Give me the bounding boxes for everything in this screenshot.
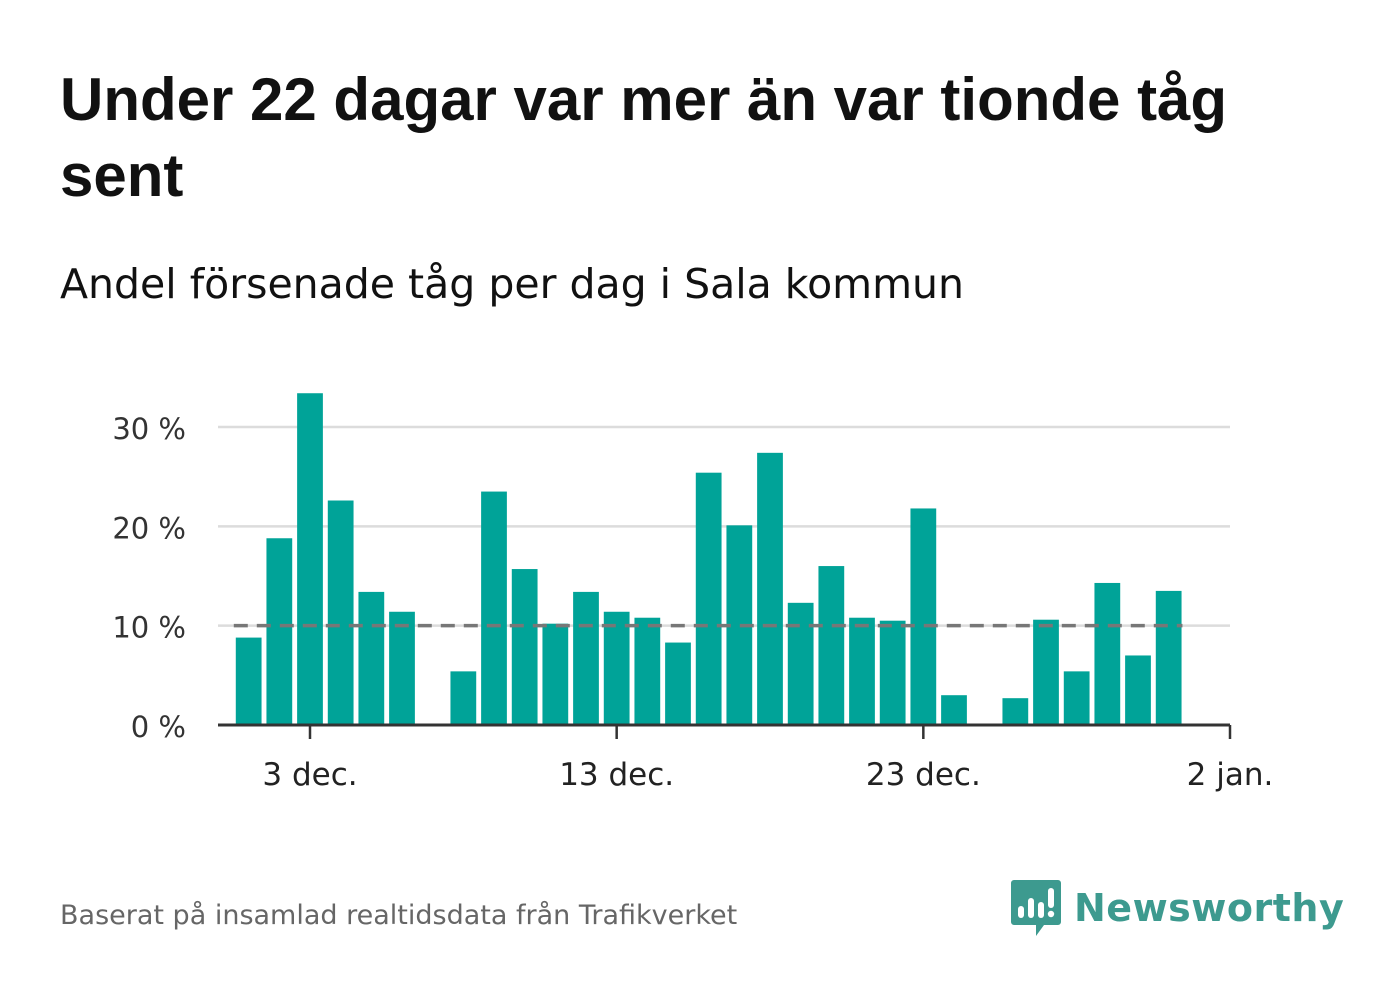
bar <box>573 591 599 725</box>
y-tick-label: 0 % <box>131 710 186 744</box>
x-tick-label: 13 dec. <box>559 757 674 793</box>
x-tick-label: 2 jan. <box>1187 757 1274 793</box>
bar <box>1094 582 1121 725</box>
bar <box>910 508 937 725</box>
y-tick-label: 10 % <box>112 611 186 645</box>
y-tick-label: 30 % <box>112 412 186 446</box>
bar <box>327 500 354 725</box>
bar <box>665 642 691 725</box>
bar <box>297 393 323 725</box>
bar <box>358 591 385 725</box>
bar <box>1155 590 1182 725</box>
axes: 0 % 10 % 20 % 30 % 3 dec. 13 dec. 23 dec. 2 jan… <box>112 412 1273 793</box>
bar <box>1063 671 1090 725</box>
y-tick-label: 20 % <box>112 511 186 545</box>
chart-subtitle: Andel försenade tåg per dag i Sala kommu… <box>60 260 965 308</box>
bar-chart: 0 % 10 % 20 % 30 % 3 dec. 13 dec. 23 dec. 2 jan… <box>112 393 1273 793</box>
bar <box>235 637 262 725</box>
x-tick-label: 23 dec. <box>866 757 981 793</box>
bar <box>787 602 814 725</box>
bar <box>879 620 906 725</box>
bar <box>941 695 967 725</box>
brand-logo: Newsworthy <box>1010 876 1344 940</box>
bar <box>542 623 569 725</box>
bar <box>450 671 477 725</box>
source-note: Baserat på insamlad realtidsdata från Tr… <box>60 900 738 931</box>
newsworthy-logo-icon <box>1011 880 1061 936</box>
bar <box>1033 619 1059 725</box>
bar <box>818 566 845 725</box>
bar <box>511 569 538 725</box>
brand-name: Newsworthy <box>1074 886 1345 930</box>
bar <box>603 611 630 725</box>
bar <box>849 617 875 725</box>
x-tick-label: 3 dec. <box>262 757 357 793</box>
bar <box>389 611 415 725</box>
bar <box>266 538 293 725</box>
bar <box>481 491 507 725</box>
bar <box>634 617 661 725</box>
bar <box>1002 698 1029 725</box>
bars <box>235 393 1182 725</box>
bar <box>757 452 783 725</box>
bar <box>695 472 722 725</box>
chart-title: Under 22 dagar var mer än var tionde tåg… <box>60 66 1228 209</box>
bar <box>1125 655 1151 725</box>
